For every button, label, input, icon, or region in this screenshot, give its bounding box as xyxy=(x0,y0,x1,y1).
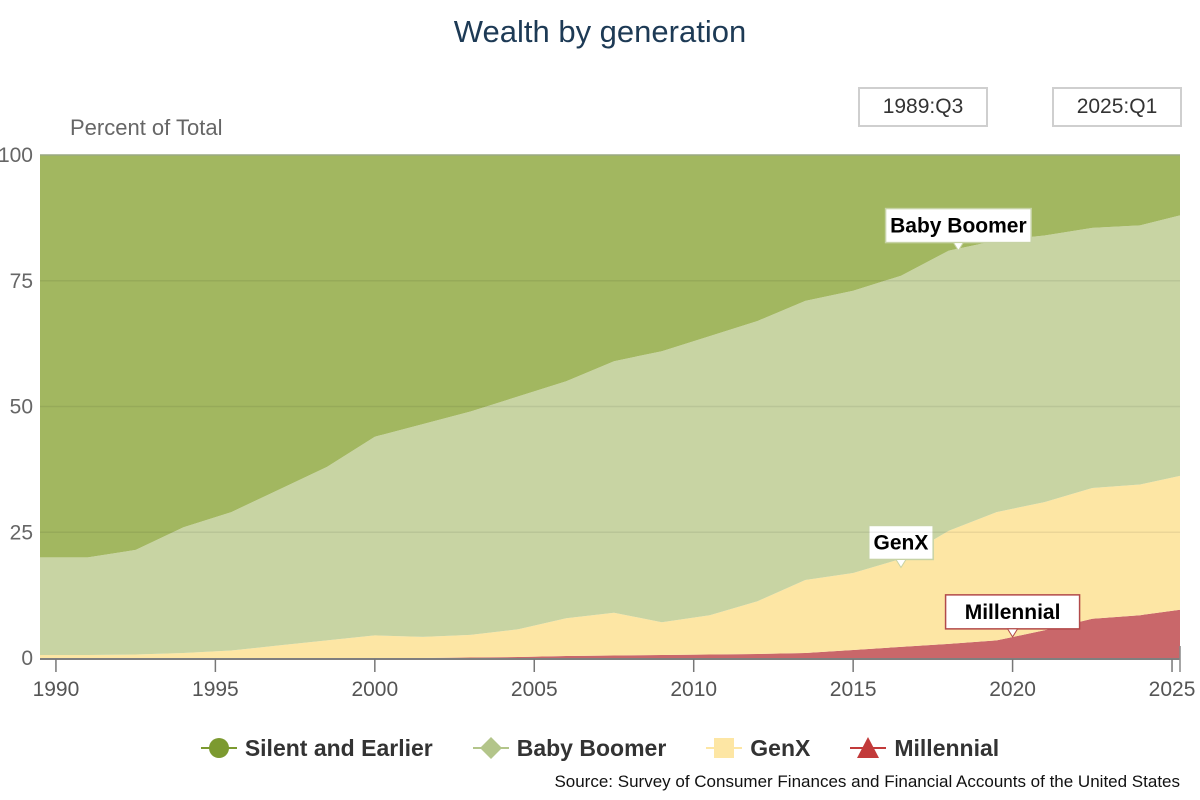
legend-item-genx[interactable]: GenX xyxy=(706,734,810,762)
legend-label: Silent and Earlier xyxy=(244,734,433,761)
x-tick-label: 2010 xyxy=(670,678,717,701)
annotation-pointer xyxy=(895,558,907,569)
square-icon xyxy=(706,734,743,762)
y-tick-label: 75 xyxy=(10,270,33,293)
legend-item-baby-boomer[interactable]: Baby Boomer xyxy=(472,734,667,762)
annotation-pointer xyxy=(1006,628,1019,638)
triangle-icon xyxy=(850,734,887,762)
y-tick-label: 25 xyxy=(10,521,33,544)
legend-item-silent-and-earlier[interactable]: Silent and Earlier xyxy=(200,734,433,762)
x-tick-label: 2020 xyxy=(989,678,1036,701)
diamond-icon xyxy=(472,734,509,762)
x-tick-label: 2000 xyxy=(351,678,398,701)
chart-title: Wealth by generation xyxy=(453,14,747,49)
annotations: Baby Boomer GenX Millennial xyxy=(868,207,1081,638)
x-tick-label: 2005 xyxy=(511,678,558,701)
legend-item-millennial[interactable]: Millennial xyxy=(850,734,999,762)
x-tick-label: 2025 xyxy=(1149,678,1196,701)
area-chart: 0 25 50 75 100 Percent of Total 1990 1995 2000 20… xyxy=(0,115,1195,701)
legend-label: Baby Boomer xyxy=(516,734,667,761)
range-start-input[interactable]: 1989:Q3 xyxy=(858,87,988,127)
area-genx xyxy=(40,475,1180,658)
annotation-genx: GenX xyxy=(868,524,934,569)
annotation-box xyxy=(884,207,1032,244)
circle-icon xyxy=(200,734,237,762)
source-note: Source: Survey of Consumer Finances and … xyxy=(554,772,1180,791)
annotation-baby-boomer: Baby Boomer xyxy=(884,207,1032,252)
area-silent-and-earlier xyxy=(40,155,1180,558)
y-tick-label: 0 xyxy=(21,647,33,670)
y-tick-label: 100 xyxy=(0,144,33,167)
x-tick-label: 1990 xyxy=(33,678,80,701)
legend-label: Millennial xyxy=(894,734,1000,761)
x-tick-label: 2015 xyxy=(830,678,877,701)
annotation-label: Baby Boomer xyxy=(890,215,1027,238)
legend: Silent and Earlier Baby Boomer GenX Millenn… xyxy=(0,734,1200,762)
y-axis-label: Percent of Total xyxy=(70,115,222,140)
y-tick-label: 50 xyxy=(10,396,33,419)
x-tick-label: 1995 xyxy=(192,678,239,701)
annotation-label: GenX xyxy=(874,531,929,554)
area-millennial xyxy=(40,609,1180,658)
legend-label: GenX xyxy=(750,734,811,761)
axes: 0 25 50 75 100 Percent of Total 1990 1995 2000 20… xyxy=(0,115,1195,701)
grid-lines xyxy=(40,154,1180,533)
annotation-box xyxy=(944,594,1081,630)
annotation-label: Millennial xyxy=(965,601,1061,624)
range-end-input[interactable]: 2025:Q1 xyxy=(1052,87,1182,127)
annotation-pointer xyxy=(952,242,965,252)
annotation-millennial: Millennial xyxy=(944,594,1081,638)
